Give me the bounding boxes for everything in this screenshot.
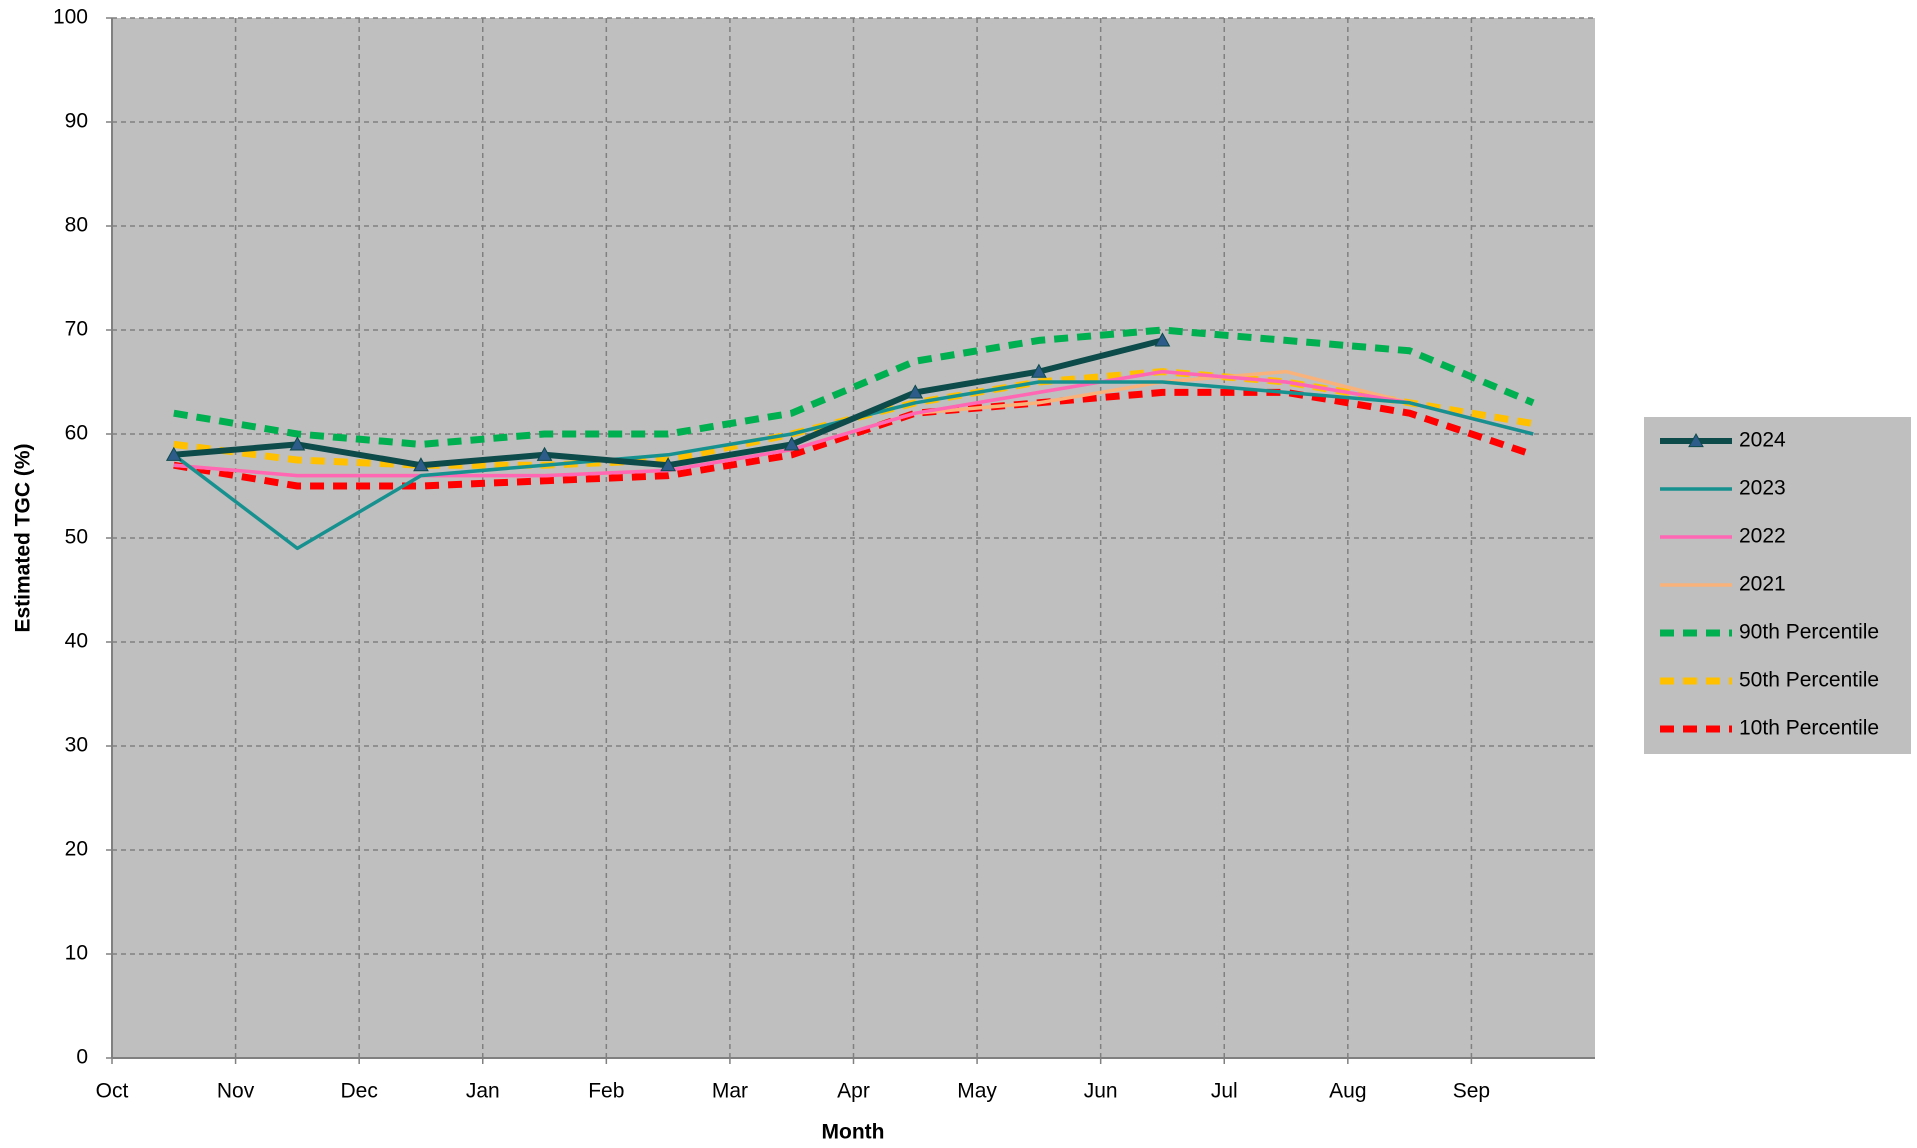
series-marker bbox=[783, 436, 800, 451]
series-marker bbox=[1031, 363, 1047, 378]
y-tick-label: 30 bbox=[65, 734, 88, 757]
y-tick-label: 100 bbox=[53, 6, 88, 29]
series-marker bbox=[536, 446, 553, 461]
series-marker bbox=[907, 384, 924, 399]
x-tick-label: Jul bbox=[1211, 1080, 1238, 1103]
y-tick-label: 80 bbox=[65, 214, 88, 237]
x-tick-label: Aug bbox=[1329, 1080, 1366, 1103]
y-tick-label: 0 bbox=[76, 1046, 88, 1069]
series-marker bbox=[165, 446, 182, 461]
x-tick-label: Dec bbox=[340, 1080, 377, 1103]
series-line bbox=[173, 369, 1534, 478]
legend-label: 10th Percentile bbox=[1739, 717, 1879, 740]
x-tick-label: Mar bbox=[712, 1080, 748, 1103]
y-tick-label: 50 bbox=[65, 526, 88, 549]
legend-label: 2021 bbox=[1739, 573, 1786, 596]
legend-label: 90th Percentile bbox=[1739, 621, 1879, 644]
x-tick-label: Apr bbox=[837, 1080, 870, 1103]
x-tick-label: Jan bbox=[466, 1080, 500, 1103]
y-tick-label: 90 bbox=[65, 110, 88, 133]
y-tick-label: 20 bbox=[65, 838, 88, 861]
x-tick-label: Oct bbox=[96, 1080, 129, 1103]
y-tick-label: 60 bbox=[65, 422, 88, 445]
series-marker bbox=[289, 436, 306, 451]
x-tick-label: Nov bbox=[217, 1080, 255, 1103]
legend-label: 2024 bbox=[1739, 429, 1786, 452]
y-tick-label: 10 bbox=[65, 942, 88, 965]
x-tick-label: Sep bbox=[1453, 1080, 1490, 1103]
x-axis-title: Month bbox=[822, 1121, 885, 1144]
x-tick-label: Jun bbox=[1084, 1080, 1118, 1103]
series-marker bbox=[660, 457, 676, 472]
legend-label: 2023 bbox=[1739, 477, 1786, 500]
series-line bbox=[173, 326, 1535, 448]
series-marker bbox=[1154, 332, 1171, 347]
x-tick-label: Feb bbox=[588, 1080, 624, 1103]
y-tick-label: 70 bbox=[65, 318, 88, 341]
legend-label: 2022 bbox=[1739, 525, 1786, 548]
x-tick-label: May bbox=[957, 1080, 997, 1103]
legend-label: 50th Percentile bbox=[1739, 669, 1879, 692]
series-marker bbox=[413, 457, 429, 472]
y-tick-label: 40 bbox=[65, 630, 88, 653]
y-axis-title: Estimated TGC (%) bbox=[12, 443, 35, 632]
legend-marker bbox=[1688, 432, 1704, 448]
